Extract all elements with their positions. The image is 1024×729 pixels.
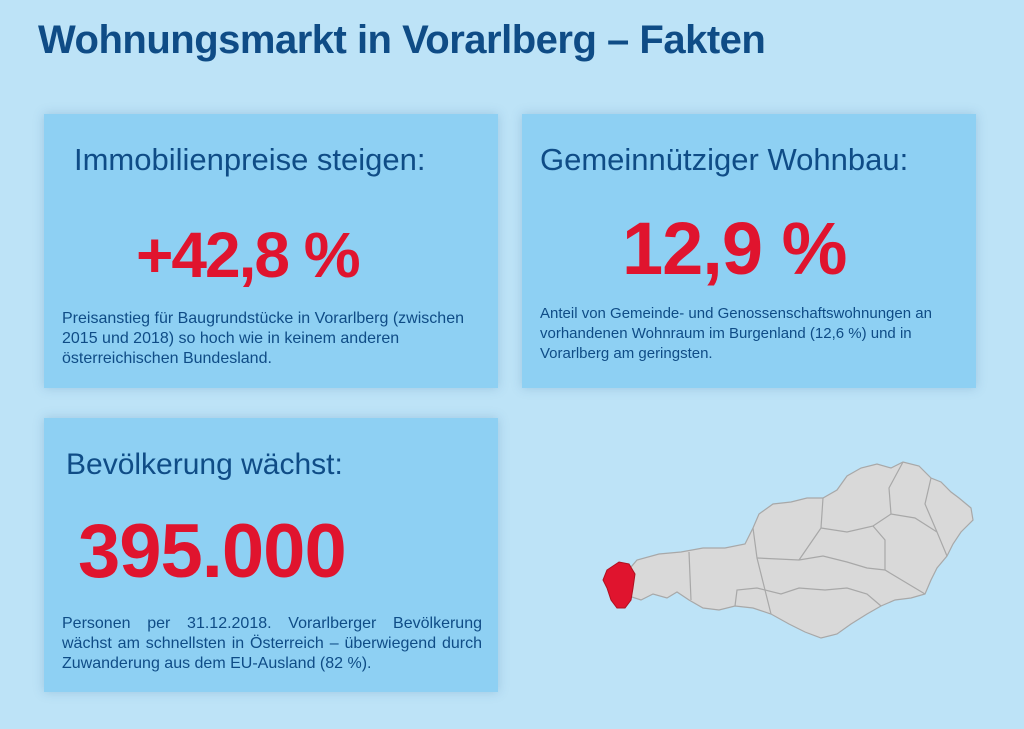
card-description: Personen per 31.12.2018. Vorarlberger Be… [62,615,482,672]
vorarlberg-region [602,561,636,609]
card-property-prices: Immobilienpreise steigen: +42,8 % Preisa… [44,114,498,388]
card-value: +42,8 % [136,219,361,291]
austria-map [602,461,974,639]
page-title: Wohnungsmarkt in Vorarlberg – Fakten [38,18,766,62]
card-description: Preisanstieg für Baugrundstücke in Vorar… [62,310,464,367]
card-heading: Gemeinnütziger Wohnbau: [540,142,909,177]
card-value: 12,9 % [622,207,847,290]
card-social-housing: Gemeinnütziger Wohnbau: 12,9 % Anteil vo… [522,114,976,388]
card-description: Anteil von Gemeinde- und Genossenschafts… [540,305,932,362]
card-population: Bevölkerung wächst: 395.000 Personen per… [44,418,498,692]
state-borders [688,461,948,615]
card-value: 395.000 [78,509,347,594]
card-heading: Immobilienpreise steigen: [74,142,426,177]
card-heading: Bevölkerung wächst: [66,448,343,481]
austria-outline [624,461,974,639]
